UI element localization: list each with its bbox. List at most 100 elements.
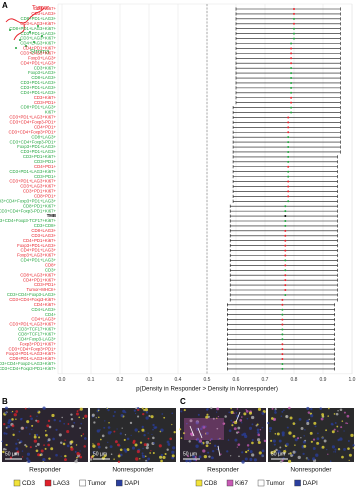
estimate-point	[290, 57, 293, 60]
tumor-border	[5, 7, 45, 24]
cell	[194, 456, 197, 459]
cell	[171, 423, 173, 426]
row-label: CD4+PD1+LAG3+	[21, 60, 57, 65]
cell	[204, 425, 207, 428]
cell	[296, 437, 300, 440]
cell	[97, 409, 100, 412]
estimate-point	[293, 37, 295, 40]
cell	[261, 449, 265, 453]
estimate-point	[293, 12, 295, 15]
cell	[75, 458, 78, 461]
cell	[280, 415, 283, 418]
cell	[333, 413, 336, 415]
cell	[42, 458, 46, 462]
cell	[277, 451, 280, 454]
cell	[141, 454, 144, 456]
cell	[47, 419, 51, 423]
cell	[129, 421, 133, 425]
cell	[62, 442, 66, 446]
cell	[247, 449, 250, 452]
cell	[91, 455, 95, 458]
cell	[245, 410, 249, 413]
row-label: CD3+CD4+Foxp3-LAG3+	[7, 292, 57, 297]
cell	[142, 412, 145, 416]
cell	[26, 420, 30, 424]
cell	[288, 406, 291, 410]
legend-label: DAPI	[124, 480, 139, 487]
cell	[241, 460, 245, 464]
cell	[256, 431, 260, 434]
cell	[188, 458, 192, 463]
cell	[259, 428, 262, 431]
cell	[257, 440, 261, 445]
cell	[134, 443, 138, 447]
x-tick-label: 1.0	[349, 377, 356, 383]
cell	[339, 437, 343, 441]
cell	[192, 455, 196, 459]
row-label: CD4+	[45, 312, 57, 317]
scale-label: 50 µm	[271, 451, 285, 457]
cell	[209, 442, 211, 445]
cell	[302, 452, 305, 456]
cell	[137, 408, 140, 412]
cell	[114, 440, 118, 444]
cell	[321, 445, 325, 449]
cell	[241, 433, 244, 437]
cell	[27, 459, 31, 463]
estimate-point	[281, 313, 284, 316]
cell	[256, 423, 259, 426]
estimate-point	[287, 160, 290, 163]
cell	[15, 442, 18, 445]
estimate-point	[287, 155, 290, 158]
cell	[197, 413, 200, 416]
cell	[272, 439, 276, 443]
cell	[122, 409, 126, 413]
cell	[216, 427, 219, 430]
cell	[113, 458, 115, 460]
cell	[256, 428, 260, 432]
cell	[146, 460, 149, 462]
cell	[109, 445, 113, 449]
cell	[83, 437, 87, 440]
cell	[141, 452, 144, 455]
estimate-point	[293, 27, 295, 30]
cell	[348, 453, 352, 457]
row-label: CD3+PD1+LAG3+	[21, 80, 57, 85]
cell	[237, 443, 241, 446]
cell	[124, 449, 128, 453]
cell	[195, 444, 199, 448]
cell	[74, 459, 78, 464]
cell	[206, 413, 209, 416]
row-label: CD8+PD1+LAG3+Ki67+	[9, 356, 56, 361]
cell	[201, 425, 204, 428]
cell	[337, 438, 340, 442]
ki67-region	[184, 418, 224, 440]
estimate-point	[287, 126, 290, 129]
row-label: CD8+LAG3+Ki67+	[20, 272, 56, 277]
cell	[251, 438, 254, 442]
cell	[320, 417, 324, 421]
cell	[321, 436, 324, 440]
cell	[169, 437, 172, 441]
cell	[147, 457, 151, 461]
cell	[132, 441, 136, 444]
cell	[116, 428, 118, 430]
cell	[135, 407, 138, 410]
cell	[3, 422, 6, 426]
cell	[5, 443, 8, 447]
row-label: CD3+PD1+LAG3+Ki67+	[9, 179, 56, 184]
estimate-point	[287, 200, 290, 203]
cell	[248, 411, 253, 415]
x-tick-label: 0.4	[175, 377, 182, 383]
row-label: CD3+CD4+Foxp3+PD1+	[8, 346, 56, 351]
cell	[334, 448, 337, 451]
cell	[306, 419, 310, 423]
cell	[230, 407, 232, 410]
cell	[2, 447, 6, 451]
cell	[36, 410, 39, 413]
estimate-point	[284, 234, 287, 237]
cell	[193, 458, 197, 462]
cell	[212, 417, 215, 420]
cell	[152, 436, 155, 440]
estimate-point	[284, 205, 287, 208]
